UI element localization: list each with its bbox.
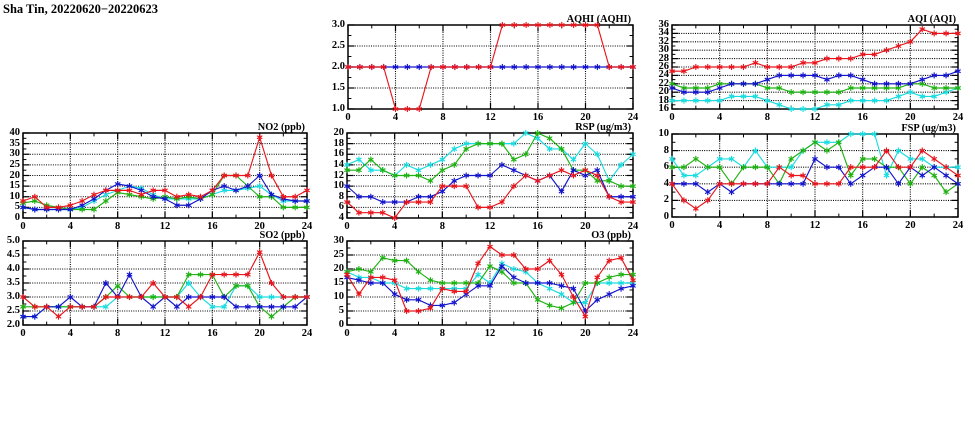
svg-text:8: 8 bbox=[115, 221, 120, 232]
svg-text:24: 24 bbox=[953, 220, 964, 231]
svg-text:12: 12 bbox=[810, 220, 821, 231]
svg-text:24: 24 bbox=[302, 328, 313, 339]
svg-text:FSP (ug/m3): FSP (ug/m3) bbox=[901, 123, 956, 134]
svg-text:0: 0 bbox=[669, 112, 674, 123]
svg-text:0: 0 bbox=[345, 112, 350, 123]
svg-text:16: 16 bbox=[207, 328, 218, 339]
svg-text:16: 16 bbox=[532, 221, 543, 232]
svg-text:4: 4 bbox=[68, 328, 74, 339]
svg-text:16: 16 bbox=[857, 220, 868, 231]
svg-text:24: 24 bbox=[953, 112, 964, 123]
svg-text:4: 4 bbox=[717, 220, 723, 231]
svg-text:4: 4 bbox=[392, 328, 398, 339]
svg-text:O3 (ppb): O3 (ppb) bbox=[591, 230, 631, 241]
svg-text:20: 20 bbox=[905, 220, 916, 231]
svg-text:20: 20 bbox=[580, 221, 591, 232]
svg-text:8: 8 bbox=[765, 220, 770, 231]
svg-text:12: 12 bbox=[160, 328, 171, 339]
svg-text:8: 8 bbox=[440, 328, 445, 339]
svg-text:4: 4 bbox=[68, 221, 74, 232]
svg-text:8: 8 bbox=[765, 112, 770, 123]
svg-text:RSP (ug/m3): RSP (ug/m3) bbox=[575, 122, 631, 133]
svg-text:0: 0 bbox=[344, 221, 349, 232]
svg-text:0: 0 bbox=[20, 328, 25, 339]
svg-text:16: 16 bbox=[532, 328, 543, 339]
svg-text:8: 8 bbox=[440, 112, 445, 123]
svg-text:12: 12 bbox=[160, 221, 171, 232]
svg-text:8: 8 bbox=[115, 328, 120, 339]
svg-text:20: 20 bbox=[905, 112, 916, 123]
svg-text:NO2 (ppb): NO2 (ppb) bbox=[258, 122, 305, 133]
svg-text:20: 20 bbox=[254, 328, 264, 339]
svg-text:4: 4 bbox=[717, 112, 723, 123]
svg-text:AQHI (AQHI): AQHI (AQHI) bbox=[567, 14, 631, 25]
svg-text:0: 0 bbox=[20, 221, 25, 232]
svg-text:12: 12 bbox=[810, 112, 821, 123]
svg-text:12: 12 bbox=[485, 112, 496, 123]
svg-text:AQI (AQI): AQI (AQI) bbox=[908, 14, 956, 25]
svg-text:4: 4 bbox=[392, 221, 398, 232]
svg-text:4: 4 bbox=[393, 112, 399, 123]
svg-text:16: 16 bbox=[207, 221, 218, 232]
svg-text:24: 24 bbox=[628, 328, 639, 339]
svg-text:12: 12 bbox=[485, 328, 496, 339]
svg-text:20: 20 bbox=[580, 328, 591, 339]
svg-text:16: 16 bbox=[533, 112, 544, 123]
svg-text:0: 0 bbox=[344, 328, 349, 339]
svg-text:SO2 (ppb): SO2 (ppb) bbox=[260, 230, 306, 241]
svg-text:8: 8 bbox=[440, 221, 445, 232]
svg-text:12: 12 bbox=[485, 221, 496, 232]
svg-text:0: 0 bbox=[669, 220, 674, 231]
svg-text:16: 16 bbox=[857, 112, 868, 123]
